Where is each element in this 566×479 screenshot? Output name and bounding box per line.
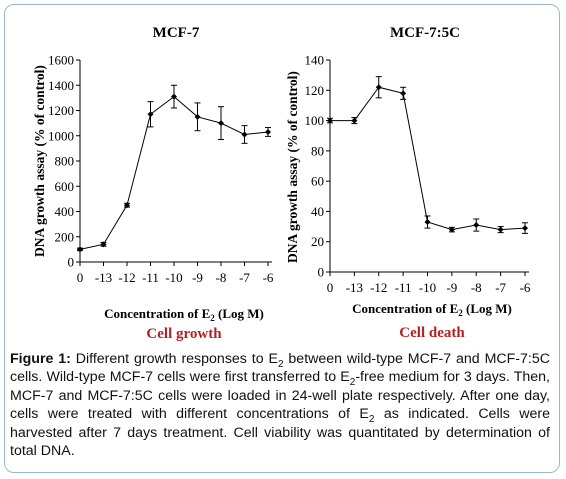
x-tick-label: -8 (216, 270, 227, 285)
data-point (448, 226, 455, 233)
y-tick-label: 1200 (48, 103, 74, 118)
y-tick-label: 60 (311, 174, 324, 189)
caption-text-4: as indicated. Cells were harvested after… (10, 406, 550, 460)
x-tick-label: 0 (327, 280, 334, 295)
y-tick-label: 1400 (48, 78, 74, 93)
data-point (241, 131, 248, 138)
data-point (351, 117, 358, 124)
chart-bottom-label: Cell growth (146, 326, 222, 342)
chart-bottom-label: Cell death (399, 325, 465, 341)
x-tick-label: -12 (370, 280, 387, 295)
x-tick-label: -7 (239, 270, 250, 285)
x-tick-label: -11 (142, 270, 159, 285)
caption-label: Figure 1: (10, 351, 71, 367)
data-point (194, 113, 201, 120)
x-tick-label: -12 (118, 270, 135, 285)
caption-sub-2: 2 (349, 377, 356, 389)
x-tick-label: -13 (346, 280, 363, 295)
y-tick-label: 0 (318, 265, 325, 280)
y-tick-label: 1000 (48, 128, 74, 143)
x-axis-label: Concentration of E2 (Log M) (104, 306, 264, 323)
caption-text-1: Different growth responses to E (70, 351, 278, 367)
y-tick-label: 120 (305, 83, 325, 98)
series-line (330, 86, 526, 231)
caption-sub-1: 2 (277, 358, 284, 370)
y-axis-label: DNA growth assay (% of control) (32, 65, 47, 257)
x-tick-label: -10 (419, 280, 436, 295)
x-tick-label: -9 (446, 280, 457, 295)
caption-text-2: between wild-type MCF-7 and MCF-7:5C cel… (10, 351, 550, 386)
data-point (100, 241, 107, 248)
y-tick-label: 100 (305, 113, 325, 128)
data-point (265, 128, 271, 135)
figure-caption: Figure 1: Different growth responses to … (10, 350, 550, 460)
data-point (171, 93, 177, 100)
x-tick-label: -7 (495, 280, 506, 295)
y-tick-label: 20 (311, 234, 324, 249)
y-tick-label: 200 (55, 229, 75, 244)
data-point (522, 225, 528, 232)
x-tick-label: -13 (95, 270, 112, 285)
data-point (400, 90, 407, 97)
y-tick-label: 140 (305, 53, 325, 68)
y-tick-label: 1600 (48, 53, 74, 68)
x-tick-label: -6 (263, 270, 274, 285)
y-tick-label: 40 (311, 204, 324, 219)
series-line (79, 95, 269, 250)
data-point (147, 111, 154, 118)
y-axis-label: DNA growth assay (% of control) (285, 71, 300, 263)
caption-sub-3: 2 (368, 414, 375, 426)
y-tick-label: 0 (68, 255, 75, 270)
data-point (124, 202, 130, 209)
data-point (424, 219, 431, 226)
data-point (327, 117, 333, 124)
y-tick-label: 800 (55, 154, 75, 169)
chart-title: MCF-7:5C (390, 25, 460, 41)
data-point (497, 226, 504, 233)
x-tick-label: -9 (192, 270, 203, 285)
caption-text-3: -free medium for 3 days. Then, MCF-7 and… (10, 369, 550, 423)
y-tick-label: 80 (311, 143, 324, 158)
x-tick-label: -11 (395, 280, 412, 295)
y-tick-label: 400 (55, 204, 75, 219)
data-point (375, 84, 382, 91)
y-tick-label: 600 (55, 179, 75, 194)
x-tick-label: -6 (520, 280, 531, 295)
x-tick-label: -10 (165, 270, 182, 285)
x-tick-label: 0 (77, 270, 84, 285)
data-point (77, 246, 83, 253)
chart-title: MCF-7 (153, 25, 200, 41)
data-point (218, 120, 224, 127)
data-point (473, 222, 480, 229)
x-tick-label: -8 (471, 280, 482, 295)
figure-frame (4, 4, 560, 473)
x-axis-label: Concentration of E2 (Log M) (352, 301, 512, 318)
chart-panel-1: MCF-7 0 200 400 600 800 1000 1200 1400 1600 0 -13 -1… (32, 25, 274, 342)
